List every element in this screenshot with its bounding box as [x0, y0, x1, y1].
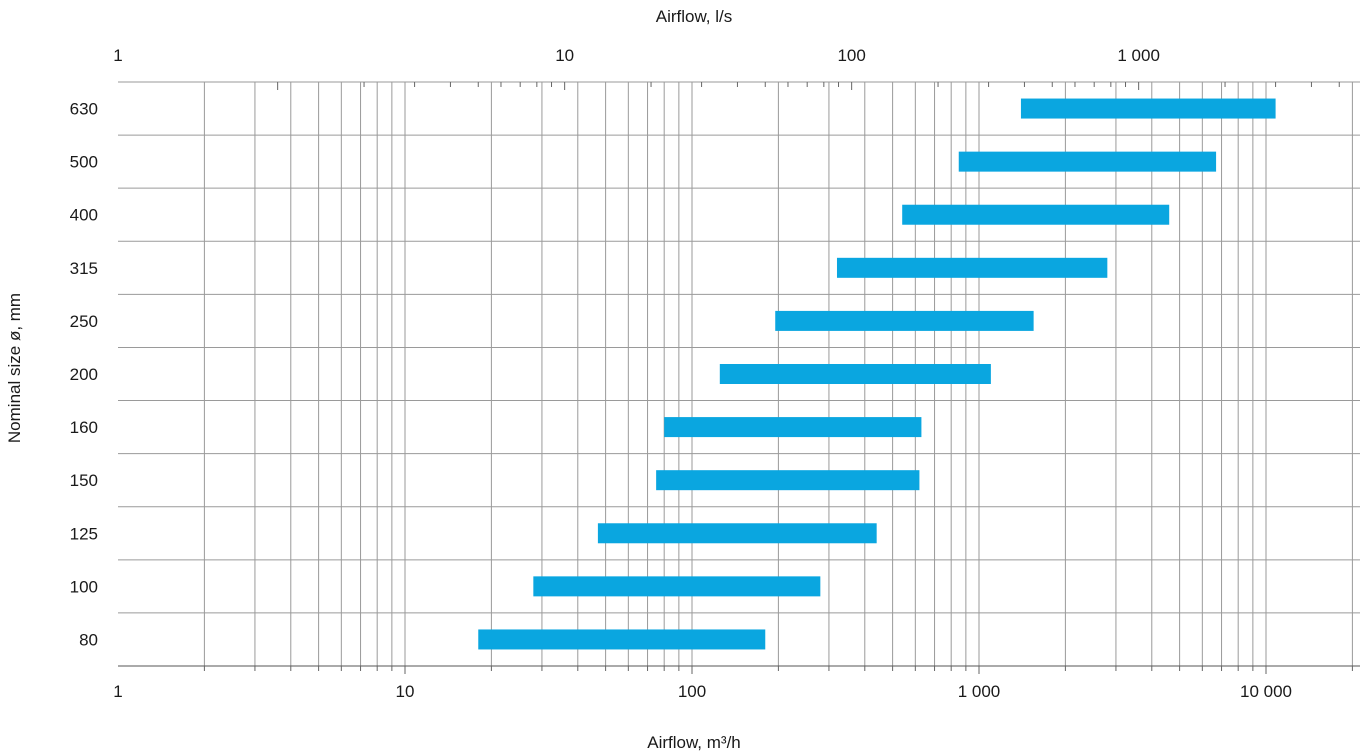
y-tick-label: 250	[70, 312, 98, 331]
y-tick-label: 630	[70, 100, 98, 119]
x-top-tick-label: 10	[555, 46, 574, 65]
x-bottom-tick-label: 1 000	[958, 682, 1001, 701]
x-bottom-tick-label: 100	[678, 682, 706, 701]
bottom-axis-title: Airflow, m³/h	[647, 733, 741, 752]
labels: Airflow, l/s Airflow, m³/h Nominal size …	[5, 7, 1292, 752]
bar-200	[719, 364, 991, 384]
bar-400	[902, 204, 1170, 225]
y-tick-label: 315	[70, 259, 98, 278]
y-tick-label: 80	[79, 630, 98, 649]
y-tick-label: 200	[70, 365, 98, 384]
bar-250	[775, 310, 1034, 331]
x-bottom-tick-label: 1	[113, 682, 122, 701]
y-tick-label: 500	[70, 153, 98, 172]
y-tick-label: 125	[70, 524, 98, 543]
x-bottom-tick-label: 10 000	[1240, 682, 1292, 701]
y-tick-label: 100	[70, 577, 98, 596]
y-axis-title: Nominal size ø, mm	[5, 293, 24, 443]
x-top-tick-label: 100	[837, 46, 865, 65]
axes	[118, 82, 1360, 674]
y-tick-label: 400	[70, 206, 98, 225]
y-tick-label: 160	[70, 418, 98, 437]
bar-160	[664, 417, 922, 438]
x-top-tick-label: 1	[113, 46, 122, 65]
bar-500	[958, 151, 1217, 172]
bar-80	[478, 629, 766, 650]
y-tick-label: 150	[70, 471, 98, 490]
bar-125	[597, 523, 877, 544]
top-axis-title: Airflow, l/s	[656, 7, 733, 26]
bar-630	[1020, 98, 1276, 119]
bar-100	[533, 576, 821, 597]
x-bottom-tick-label: 10	[396, 682, 415, 701]
grid	[118, 81, 1360, 666]
bars	[478, 98, 1276, 650]
bar-315	[836, 257, 1108, 278]
bar-150	[656, 470, 920, 491]
x-top-tick-label: 1 000	[1117, 46, 1160, 65]
